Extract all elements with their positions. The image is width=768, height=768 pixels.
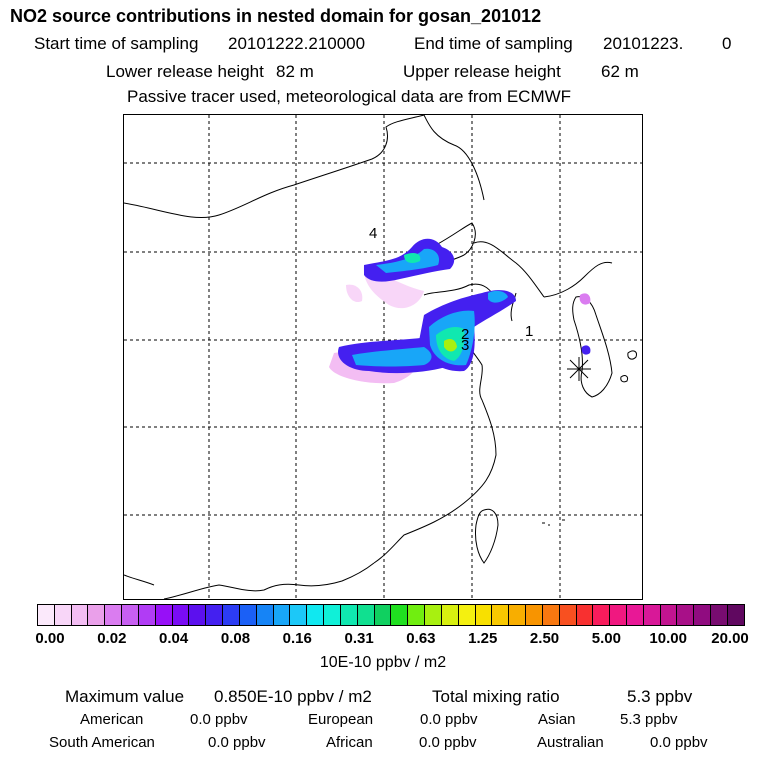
coastlines xyxy=(124,115,637,599)
color-scale-segment xyxy=(391,605,409,625)
region-asian-name: Asian xyxy=(538,711,576,728)
color-scale-tick-label: 0.00 xyxy=(35,630,65,647)
color-scale-segment xyxy=(677,605,695,625)
start-time-value: 20101222.210000 xyxy=(228,34,366,53)
region-south-american-value: 0.0 ppbv xyxy=(208,734,266,751)
color-scale-segment xyxy=(239,605,257,625)
color-scale-segment xyxy=(324,605,341,625)
color-scale-tick-label: 10.00 xyxy=(649,630,687,647)
map-canvas: 4 2 3 1 xyxy=(124,115,642,599)
max-value: 0.850E-10 ppbv / m2 xyxy=(214,687,372,706)
color-scale-segment xyxy=(509,605,527,625)
upper-release-label: Upper release height xyxy=(403,62,561,81)
color-scale-segment xyxy=(542,605,560,625)
color-scale-segment xyxy=(155,605,173,625)
source-label-4: 4 xyxy=(369,225,377,242)
color-scale-segment xyxy=(256,605,274,625)
map-panel: 4 2 3 1 xyxy=(123,114,643,600)
color-scale-segment xyxy=(122,605,139,625)
upper-release-value: 62 m xyxy=(601,62,639,81)
color-scale-segment xyxy=(576,605,594,625)
color-scale-tick-label: 2.50 xyxy=(529,630,560,647)
color-scale-segment xyxy=(273,605,291,625)
color-scale-segment xyxy=(660,605,678,625)
color-scale-segment xyxy=(475,605,493,625)
color-scale-segment xyxy=(492,605,510,625)
color-scale-tick-label: 5.00 xyxy=(591,630,621,647)
color-scale-segment xyxy=(340,605,358,625)
region-australian-name: Australian xyxy=(537,734,604,751)
source-label-2: 2 xyxy=(461,326,469,343)
region-south-american-name: South American xyxy=(49,734,155,751)
end-time-suffix: 0 xyxy=(722,34,732,53)
end-time-value: 20101223. xyxy=(603,34,684,53)
lat-lon-grid xyxy=(124,115,642,599)
color-scale-segment xyxy=(206,605,224,625)
region-african-name: African xyxy=(326,734,373,751)
color-scale-segment xyxy=(105,605,123,625)
color-scale-tick-label: 0.04 xyxy=(159,630,189,647)
color-scale-tick-label: 0.02 xyxy=(97,630,127,647)
color-scale-tick-label: 1.25 xyxy=(468,630,498,647)
color-scale-segment xyxy=(54,605,72,625)
plume-overlay xyxy=(329,238,591,384)
color-scale-segment xyxy=(727,605,744,625)
color-scale-segment xyxy=(290,605,308,625)
color-scale-segment xyxy=(610,605,627,625)
region-american-name: American xyxy=(80,711,144,728)
color-scale-segment xyxy=(643,605,661,625)
source-label-3: 3 xyxy=(461,337,469,354)
total-mixing-value: 5.3 ppbv xyxy=(627,687,693,706)
color-scale-segment xyxy=(694,605,712,625)
plot-title: NO2 source contributions in nested domai… xyxy=(10,6,542,26)
color-scale-tick-label: 0.08 xyxy=(220,630,251,647)
tracer-note: Passive tracer used, meteorological data… xyxy=(127,87,572,106)
color-scale-segment xyxy=(88,605,106,625)
asterisk-icon xyxy=(567,357,591,381)
lower-release-value: 82 m xyxy=(276,62,314,81)
source-label-1: 1 xyxy=(525,323,533,340)
color-scale-units: 10E-10 ppbv / m2 xyxy=(319,654,447,671)
color-scale-segment xyxy=(223,605,240,625)
color-scale-segment xyxy=(441,605,459,625)
color-scale-segment xyxy=(38,605,55,625)
max-value-label: Maximum value xyxy=(65,687,185,706)
start-time-label: Start time of sampling xyxy=(34,34,199,53)
region-american-value: 0.0 ppbv xyxy=(190,711,248,728)
color-scale-segment xyxy=(172,605,190,625)
color-scale-segment xyxy=(425,605,442,625)
color-scale-segment xyxy=(559,605,577,625)
color-scale-segment xyxy=(374,605,392,625)
color-scale-segment xyxy=(526,605,543,625)
region-european-name: European xyxy=(308,711,374,728)
region-african-value: 0.0 ppbv xyxy=(419,734,477,751)
color-scale-segment xyxy=(357,605,375,625)
color-scale-segment xyxy=(593,605,611,625)
color-scale-segment xyxy=(626,605,644,625)
color-scale-tick-label: 0.63 xyxy=(406,630,436,647)
color-scale-segment xyxy=(189,605,207,625)
color-scale-tick-label: 0.16 xyxy=(282,630,312,647)
total-mixing-label: Total mixing ratio xyxy=(432,687,560,706)
color-scale-segment xyxy=(71,605,89,625)
color-scale-tick-label: 20.00 xyxy=(711,630,749,647)
color-scale-segment xyxy=(458,605,476,625)
color-scale-tick-label: 0.31 xyxy=(344,630,374,647)
region-european-value: 0.0 ppbv xyxy=(420,711,478,728)
end-time-label: End time of sampling xyxy=(414,34,573,53)
color-scale-segment xyxy=(138,605,156,625)
color-scale-segment xyxy=(307,605,325,625)
lower-release-label: Lower release height xyxy=(106,62,264,81)
color-scale-segment xyxy=(711,605,728,625)
color-scale-segment xyxy=(408,605,426,625)
color-scale-bar xyxy=(37,604,745,626)
region-australian-value: 0.0 ppbv xyxy=(650,734,708,751)
region-asian-value: 5.3 ppbv xyxy=(620,711,678,728)
